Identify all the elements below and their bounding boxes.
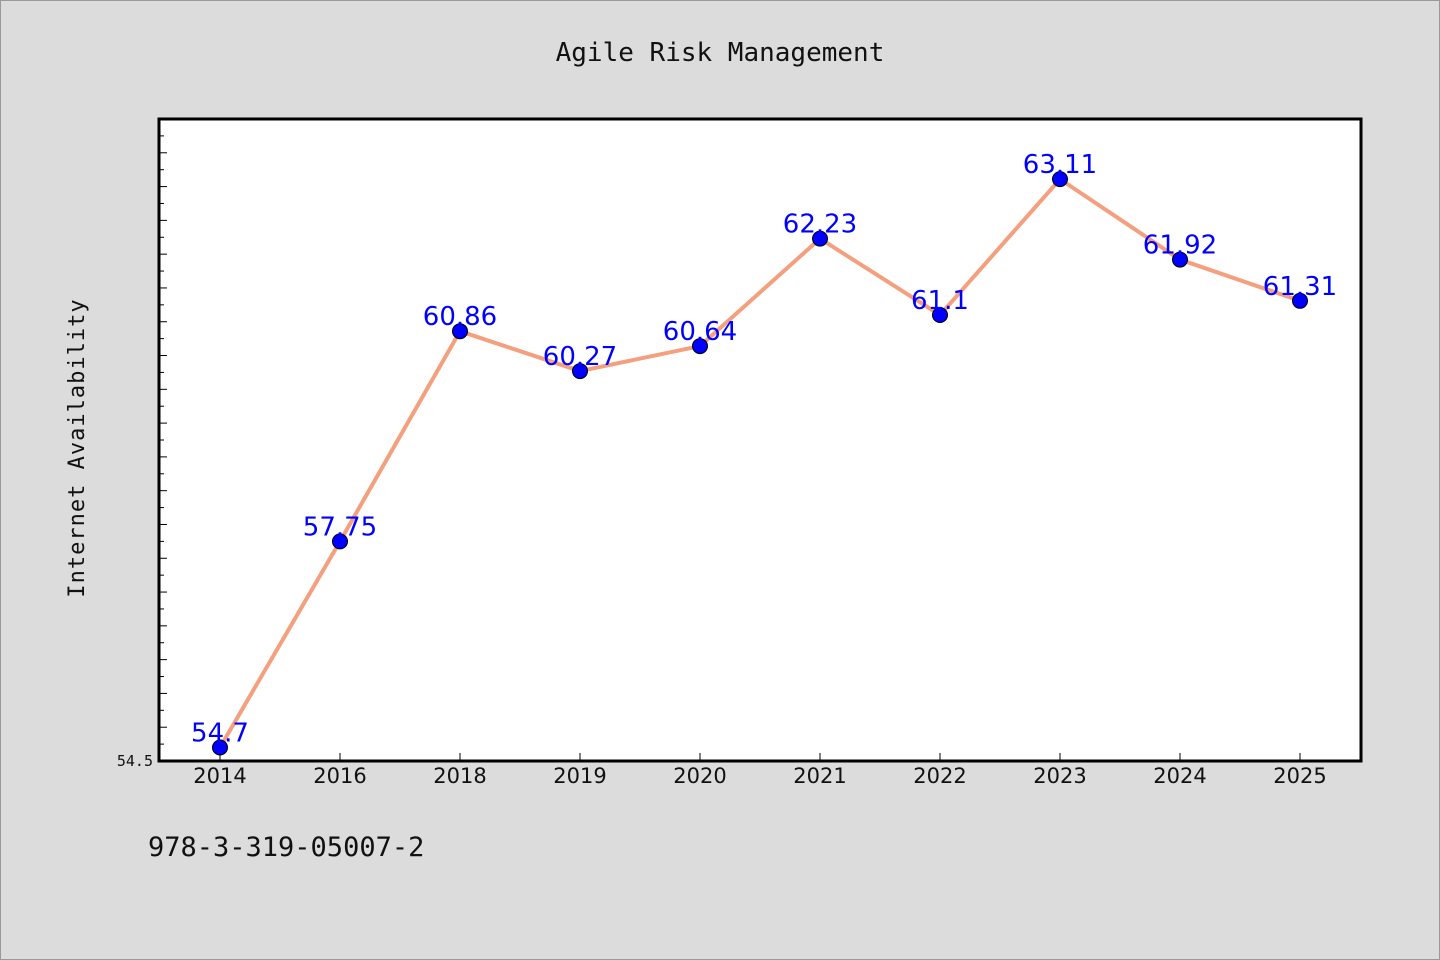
data-label: 60.64 xyxy=(663,317,737,347)
data-point xyxy=(1172,251,1188,268)
x-tick-label: 2021 xyxy=(793,764,846,788)
x-tick-label: 2018 xyxy=(433,764,486,788)
x-tick-label: 2025 xyxy=(1273,764,1326,788)
data-label: 61.1 xyxy=(911,286,969,316)
plot-area xyxy=(157,117,1363,763)
data-point xyxy=(212,739,228,756)
data-label: 60.27 xyxy=(543,342,617,372)
y-axis-ticks: 54.5 xyxy=(117,118,167,770)
chart-title: Agile Risk Management xyxy=(556,38,885,68)
data-point xyxy=(692,338,708,355)
x-tick-label: 2014 xyxy=(193,764,246,788)
data-point xyxy=(572,363,588,380)
x-tick-label: 2023 xyxy=(1033,764,1086,788)
x-tick-label: 2019 xyxy=(553,764,606,788)
data-label: 54.7 xyxy=(191,718,249,748)
x-tick-label: 2022 xyxy=(913,764,966,788)
series-layer: 54.7 57.75 60.86 60.27 60.64 62.23 61.1 63.11 61… xyxy=(191,150,1337,756)
data-point xyxy=(812,230,828,247)
data-label: 62.23 xyxy=(783,210,857,240)
data-point xyxy=(1052,171,1068,188)
y-tick-label: 54.5 xyxy=(117,752,153,770)
data-point xyxy=(452,323,468,340)
data-label: 57.75 xyxy=(303,512,377,542)
data-label: 61.92 xyxy=(1143,231,1217,261)
data-label: 60.86 xyxy=(423,302,497,332)
x-tick-label: 2020 xyxy=(673,764,726,788)
isbn-footer: 978-3-319-05007-2 xyxy=(148,832,425,863)
data-point xyxy=(1292,292,1308,309)
series-line xyxy=(218,177,1301,749)
data-label: 61.31 xyxy=(1263,272,1337,302)
data-point xyxy=(332,533,348,550)
y-axis-label: Internet Availability xyxy=(65,298,90,597)
x-axis-ticks: 2014 2016 2018 2019 2020 2021 2022 2023 2024 2025 xyxy=(193,753,1327,788)
data-label: 63.11 xyxy=(1023,150,1097,180)
x-tick-label: 2024 xyxy=(1153,764,1206,788)
x-tick-label: 2016 xyxy=(313,764,366,788)
data-point xyxy=(932,306,948,323)
